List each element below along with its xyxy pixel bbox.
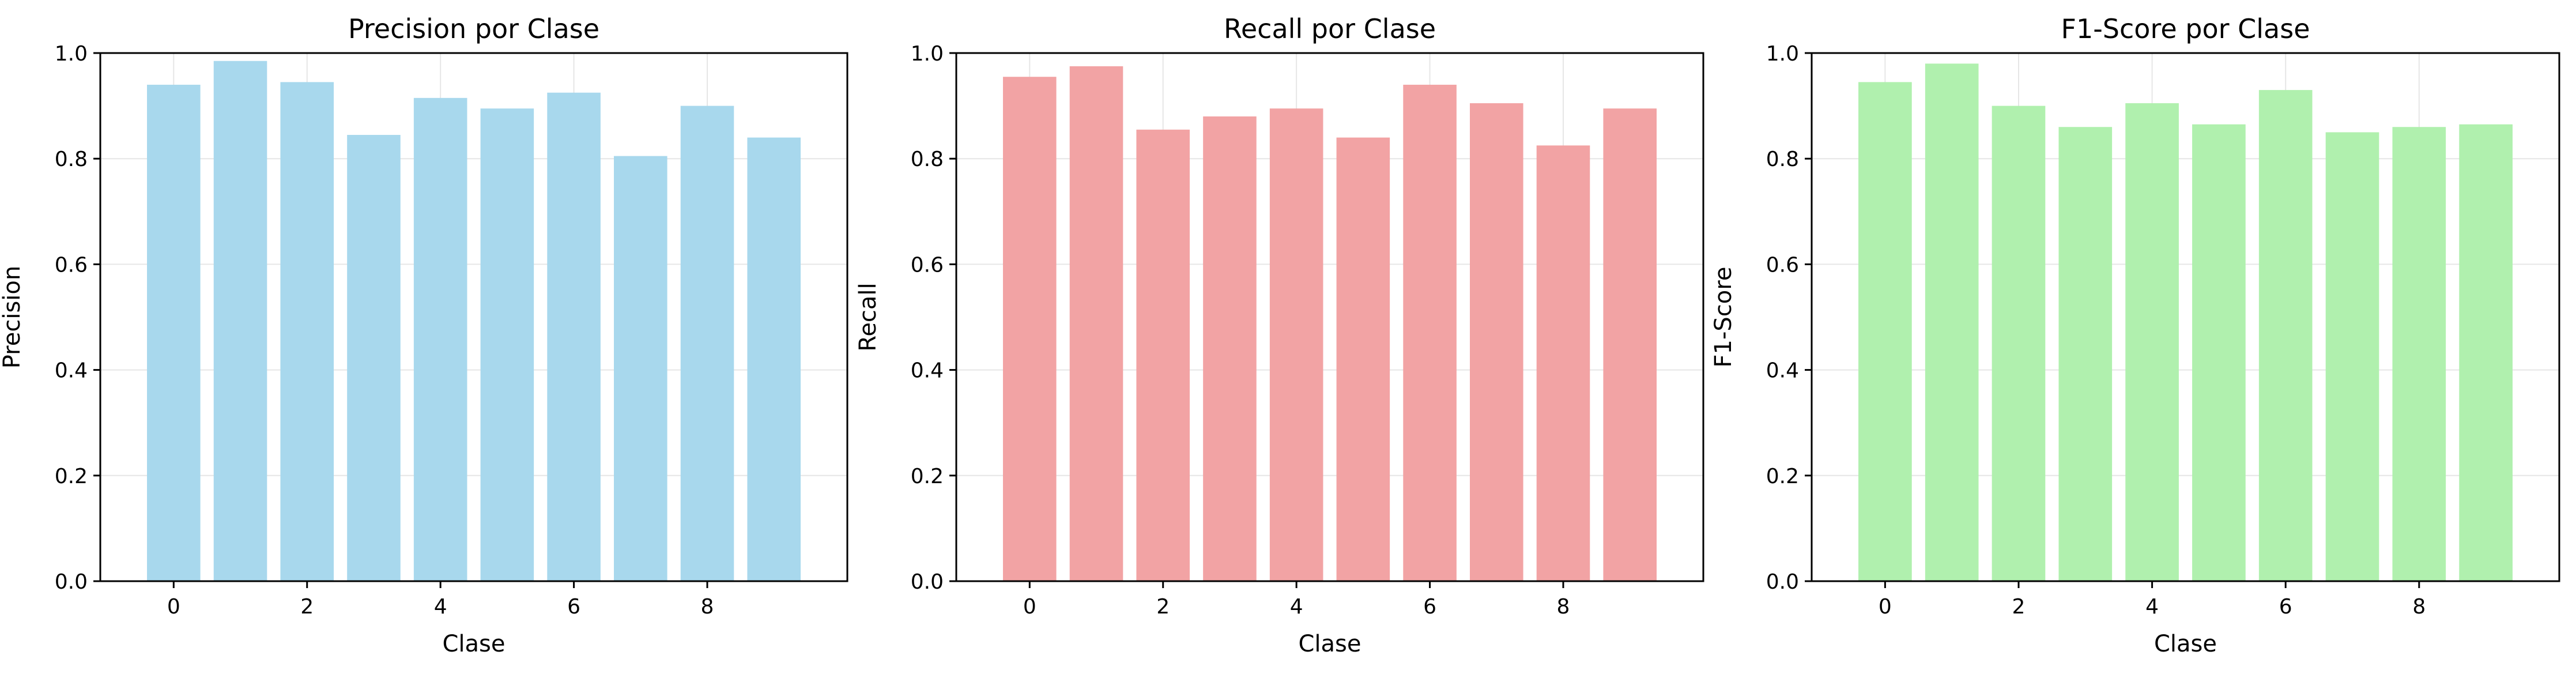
bar-class-3 <box>1203 116 1257 582</box>
plot-frame <box>1811 52 2560 582</box>
bar-class-9 <box>2459 124 2513 581</box>
y-tick-label: 0.4 <box>55 359 88 383</box>
y-tick-label: 0.8 <box>911 148 944 171</box>
x-axis-label: Clase <box>2154 631 2217 657</box>
bar-class-7 <box>1470 103 1523 581</box>
x-tick-label: 8 <box>701 595 714 619</box>
bar-class-2 <box>1136 129 1190 581</box>
bar-class-8 <box>1536 145 1590 582</box>
x-tick-label: 2 <box>300 595 314 619</box>
bar-class-1 <box>1069 66 1123 581</box>
bar-class-6 <box>2258 90 2313 581</box>
y-tick-label: 0.2 <box>55 465 88 488</box>
bar-class-4 <box>2125 103 2179 581</box>
bar-class-6 <box>547 92 601 581</box>
bar-class-5 <box>2192 124 2246 581</box>
plot-frame <box>99 52 848 582</box>
y-tick-label: 0.2 <box>1766 465 1799 488</box>
bar-class-7 <box>614 156 667 581</box>
x-tick-label: 2 <box>2012 595 2026 619</box>
bar-class-3 <box>347 134 401 582</box>
bar-class-5 <box>1336 137 1390 581</box>
chart-title: F1-Score por Clase <box>2061 13 2310 44</box>
x-tick-label: 4 <box>2145 595 2159 619</box>
y-tick-label: 0.4 <box>1766 359 1799 383</box>
bar-class-5 <box>480 108 534 581</box>
bar-class-9 <box>1603 108 1657 581</box>
y-tick-label: 0.2 <box>911 465 944 488</box>
y-tick-label: 0.8 <box>1766 148 1799 171</box>
x-tick-label: 0 <box>1879 595 1892 619</box>
bar-class-4 <box>1269 108 1323 581</box>
x-tick-label: 0 <box>1023 595 1036 619</box>
chart-panel-1: 0.0 0.2 0.4 0.6 0.8 1.0 0 2 4 6 8 Recall por Clase C… <box>855 13 1704 657</box>
x-tick-label: 2 <box>1156 595 1170 619</box>
chart-title: Recall por Clase <box>1224 13 1436 44</box>
x-tick-label: 4 <box>1290 595 1303 619</box>
chart-panel-0: 0.0 0.2 0.4 0.6 0.8 1.0 0 2 4 6 8 Precision por Cla… <box>0 13 848 657</box>
y-tick-label: 0.4 <box>911 359 944 383</box>
bar-class-6 <box>1403 84 1457 581</box>
bar-class-3 <box>2058 127 2113 582</box>
chart-title: Precision por Clase <box>348 13 599 44</box>
bar-class-9 <box>747 137 801 581</box>
y-tick-label: 1.0 <box>911 42 944 66</box>
y-tick-label: 0.0 <box>55 570 88 594</box>
y-axis-label: Recall <box>855 283 881 351</box>
x-tick-label: 8 <box>2412 595 2426 619</box>
y-tick-label: 0.6 <box>55 253 88 277</box>
chart-panel-2: 0.0 0.2 0.4 0.6 0.8 1.0 0 2 4 6 8 F1-Score por Clas… <box>1710 13 2560 657</box>
y-axis-label: F1-Score <box>1710 267 1737 368</box>
y-axis-label: Precision <box>0 266 25 368</box>
bar-class-7 <box>2325 132 2379 581</box>
bar-class-8 <box>2392 127 2446 582</box>
bar-class-4 <box>413 97 467 582</box>
x-tick-label: 6 <box>567 595 580 619</box>
y-tick-label: 0.0 <box>1766 570 1799 594</box>
y-tick-label: 0.6 <box>911 253 944 277</box>
x-tick-label: 6 <box>1423 595 1436 619</box>
x-tick-label: 0 <box>167 595 180 619</box>
bar-class-0 <box>147 84 201 581</box>
x-axis-label: Clase <box>1298 631 1361 657</box>
y-tick-label: 0.6 <box>1766 253 1799 277</box>
y-tick-label: 1.0 <box>55 42 88 66</box>
y-tick-label: 0.8 <box>55 148 88 171</box>
y-tick-label: 1.0 <box>1766 42 1799 66</box>
bar-class-0 <box>1858 82 1912 581</box>
x-tick-label: 6 <box>2279 595 2292 619</box>
x-tick-label: 8 <box>1557 595 1570 619</box>
y-tick-label: 0.0 <box>911 570 944 594</box>
bar-class-1 <box>213 61 267 582</box>
bar-class-8 <box>680 106 734 582</box>
x-axis-label: Clase <box>442 631 505 657</box>
bar-class-0 <box>1003 77 1057 582</box>
bar-class-1 <box>1925 63 1979 581</box>
plot-frame <box>955 52 1704 582</box>
bar-class-2 <box>280 82 334 581</box>
bar-class-2 <box>1992 106 2046 582</box>
x-tick-label: 4 <box>434 595 447 619</box>
